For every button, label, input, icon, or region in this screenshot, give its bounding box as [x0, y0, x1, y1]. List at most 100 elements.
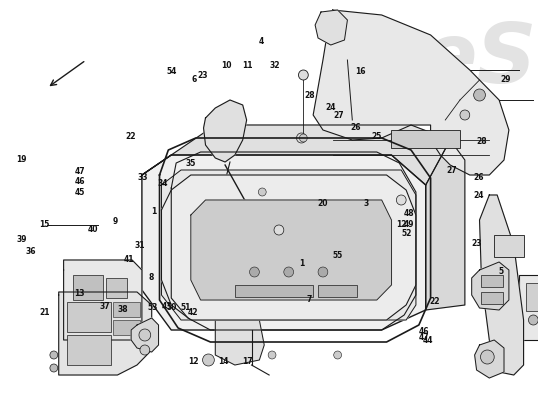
Bar [392, 130, 460, 148]
Circle shape [139, 329, 151, 341]
Bar [106, 278, 127, 298]
Text: 24: 24 [326, 104, 336, 112]
Text: 46: 46 [419, 328, 430, 336]
Circle shape [140, 345, 150, 355]
Circle shape [460, 110, 470, 120]
Circle shape [284, 267, 294, 277]
Text: 31: 31 [135, 242, 145, 250]
Text: 8: 8 [148, 274, 153, 282]
Text: 28: 28 [476, 138, 487, 146]
Text: 21: 21 [39, 308, 50, 317]
Text: 29: 29 [500, 76, 511, 84]
Text: 23: 23 [471, 240, 482, 248]
Polygon shape [64, 260, 142, 340]
Text: 43: 43 [162, 302, 172, 311]
Text: 47: 47 [74, 167, 85, 176]
Polygon shape [162, 175, 416, 320]
Circle shape [202, 354, 215, 366]
Text: 9: 9 [113, 218, 118, 226]
Bar [494, 235, 524, 257]
Text: 27: 27 [447, 166, 458, 174]
Text: 6: 6 [191, 76, 196, 84]
Text: 13: 13 [74, 290, 85, 298]
Bar [73, 275, 103, 300]
Circle shape [474, 89, 486, 101]
Text: 24: 24 [474, 192, 485, 200]
Text: 16: 16 [355, 68, 366, 76]
Circle shape [299, 134, 307, 142]
Text: 34: 34 [157, 180, 168, 188]
Bar [519, 275, 550, 340]
Text: 1: 1 [299, 260, 304, 268]
Bar [235, 285, 313, 297]
Bar [481, 292, 503, 304]
Bar [113, 302, 140, 317]
Text: 47: 47 [419, 334, 430, 342]
Text: 10: 10 [221, 62, 232, 70]
Circle shape [296, 133, 306, 143]
Polygon shape [480, 195, 524, 375]
Polygon shape [191, 200, 392, 300]
Circle shape [274, 225, 284, 235]
Text: 11: 11 [243, 62, 253, 70]
Bar [318, 285, 357, 297]
Text: 19: 19 [16, 156, 27, 164]
Text: 28: 28 [304, 92, 315, 100]
Text: 35: 35 [186, 160, 196, 168]
Text: 41: 41 [124, 256, 134, 264]
Text: 32: 32 [270, 62, 280, 70]
Text: 39: 39 [16, 236, 27, 244]
Text: 5: 5 [498, 268, 503, 276]
Text: 26: 26 [350, 124, 360, 132]
Polygon shape [313, 10, 509, 175]
Circle shape [481, 350, 494, 364]
Polygon shape [472, 262, 509, 310]
Polygon shape [142, 125, 450, 185]
Text: 4: 4 [258, 38, 263, 46]
Polygon shape [426, 140, 465, 310]
Text: 49: 49 [404, 220, 414, 228]
Circle shape [50, 364, 58, 372]
Circle shape [397, 195, 406, 205]
Text: 44: 44 [422, 336, 433, 345]
Text: 55: 55 [333, 252, 343, 260]
Text: 53: 53 [147, 304, 157, 312]
Text: 22: 22 [125, 132, 135, 141]
Polygon shape [162, 170, 416, 320]
Text: 38: 38 [117, 305, 128, 314]
Bar [67, 302, 111, 332]
Text: 42: 42 [188, 308, 198, 317]
Text: B P: B P [164, 253, 305, 327]
Polygon shape [215, 295, 264, 365]
Text: 45: 45 [74, 188, 85, 197]
Text: 12: 12 [396, 220, 406, 228]
Text: 20: 20 [318, 200, 328, 208]
Polygon shape [315, 10, 348, 45]
Bar [526, 283, 550, 311]
Polygon shape [131, 318, 158, 352]
Circle shape [268, 351, 276, 359]
Text: 23: 23 [197, 72, 208, 80]
Text: 3: 3 [364, 200, 368, 208]
Circle shape [529, 315, 538, 325]
Polygon shape [181, 185, 402, 310]
Text: 15: 15 [39, 220, 50, 228]
Circle shape [334, 351, 342, 359]
Text: 54: 54 [166, 68, 177, 76]
Text: 26: 26 [474, 174, 485, 182]
Polygon shape [204, 100, 246, 162]
Text: 40: 40 [87, 226, 98, 234]
Circle shape [50, 351, 58, 359]
Text: 12: 12 [189, 358, 199, 366]
Text: 14: 14 [218, 358, 229, 366]
Text: 36: 36 [26, 248, 36, 256]
Polygon shape [142, 155, 426, 330]
Polygon shape [59, 292, 152, 375]
Polygon shape [475, 340, 504, 378]
Text: 50: 50 [166, 303, 177, 312]
Circle shape [318, 267, 328, 277]
Text: 17: 17 [243, 358, 253, 366]
Bar [67, 335, 111, 365]
Circle shape [299, 70, 308, 80]
Text: 22: 22 [430, 298, 440, 306]
